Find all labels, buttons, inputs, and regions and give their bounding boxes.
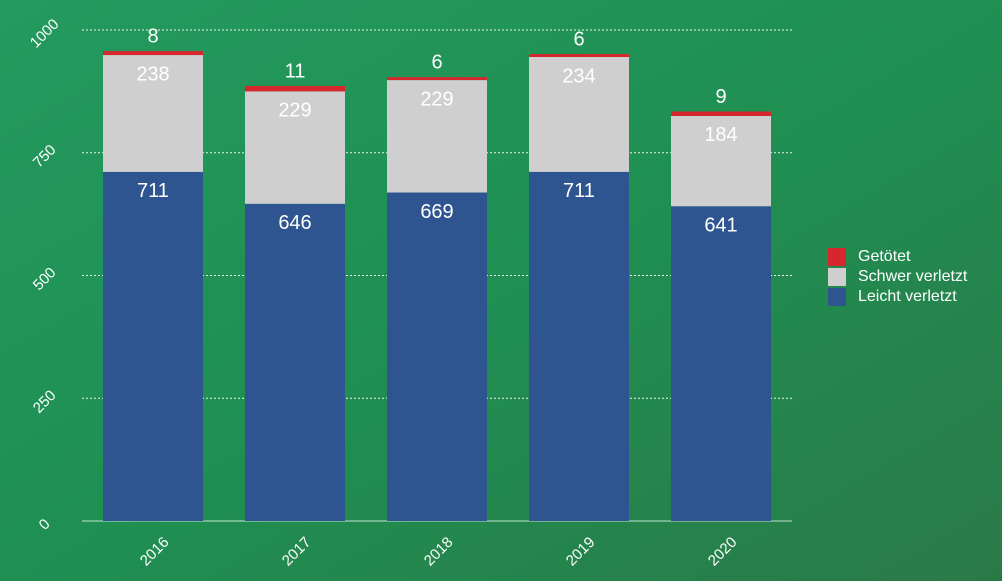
legend-label: Getötet: [858, 248, 911, 265]
value-label: 9: [715, 86, 726, 108]
bar-segment: [103, 55, 203, 172]
bar-segment: [529, 171, 629, 522]
bar-segment: [671, 115, 771, 207]
value-label: 229: [278, 100, 311, 122]
bar-segment: [387, 77, 487, 81]
bar-segment: [103, 51, 203, 56]
value-label: 8: [147, 25, 158, 47]
bar-segment: [245, 203, 345, 521]
bar-segment: [387, 80, 487, 193]
bar-segment: [671, 206, 771, 522]
value-label: 6: [431, 51, 442, 73]
legend-swatch: [828, 268, 846, 286]
value-label: 646: [278, 212, 311, 234]
value-label: 641: [704, 215, 737, 237]
legend-swatch: [828, 248, 846, 266]
bar-segment: [387, 192, 487, 521]
value-label: 229: [420, 88, 453, 110]
legend-label: Leicht verletzt: [858, 288, 957, 305]
bar-segment: [103, 171, 203, 522]
value-label: 11: [285, 60, 306, 82]
bar-segment: [529, 54, 629, 58]
value-label: 238: [136, 63, 169, 85]
value-label: 711: [137, 180, 169, 202]
bar-segment: [245, 85, 345, 92]
bar-segment: [671, 111, 771, 116]
value-label: 6: [573, 28, 584, 50]
value-label: 234: [562, 65, 595, 87]
bar-segment: [529, 57, 629, 172]
value-label: 669: [420, 201, 453, 223]
value-label: 711: [563, 180, 595, 202]
value-label: 184: [704, 124, 737, 146]
legend-swatch: [828, 288, 846, 306]
legend-label: Schwer verletzt: [858, 268, 968, 285]
bar-segment: [245, 91, 345, 204]
